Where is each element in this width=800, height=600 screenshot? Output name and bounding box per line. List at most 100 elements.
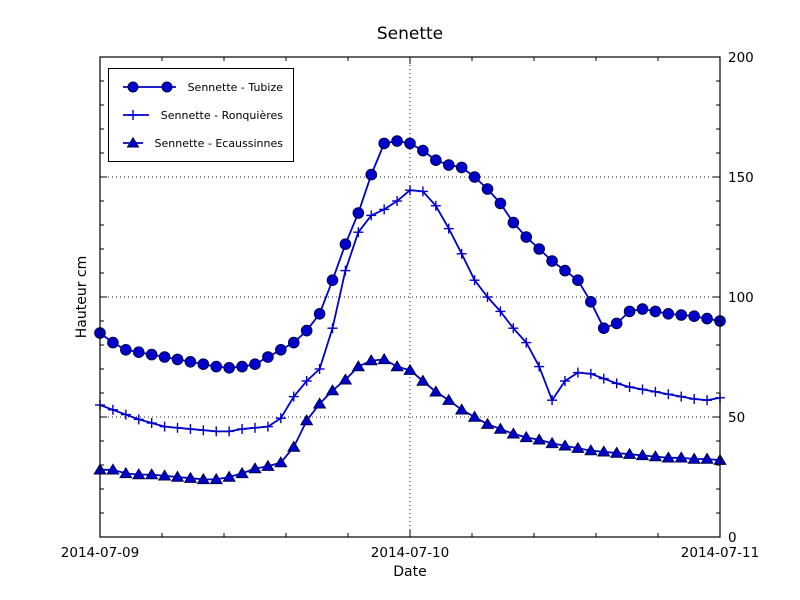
- circle-marker: [636, 303, 649, 315]
- circle-marker: [223, 362, 235, 374]
- triangle-marker: [338, 373, 353, 385]
- circle-marker: [210, 360, 223, 373]
- triangle-marker: [132, 468, 146, 480]
- triangle-marker: [299, 414, 314, 426]
- y-tick-label: 200: [728, 50, 754, 66]
- triangle-marker: [519, 430, 533, 443]
- circle-marker: [365, 168, 378, 181]
- circle-marker: [107, 336, 119, 349]
- circle-marker: [197, 358, 210, 371]
- triangle-marker: [532, 433, 546, 445]
- triangle-marker: [209, 472, 223, 485]
- triangle-marker: [545, 436, 559, 449]
- y-axis-label: Hauteur cm: [74, 255, 90, 339]
- circle-marker: [275, 344, 287, 356]
- chart-title: Senette: [376, 24, 444, 44]
- triangle-marker: [196, 472, 211, 485]
- triangle-marker: [571, 441, 585, 453]
- circle-marker: [326, 274, 339, 287]
- triangle-marker: [558, 439, 572, 451]
- triangle-marker: [325, 384, 340, 396]
- circle-marker: [158, 351, 171, 363]
- circle-marker: [559, 264, 571, 277]
- circle-marker: [546, 255, 558, 267]
- triangle-marker: [390, 360, 404, 372]
- circle-marker: [171, 353, 184, 366]
- circle-marker: [430, 154, 442, 166]
- triangle-marker: [429, 385, 443, 397]
- triangle-marker: [635, 448, 650, 461]
- circle-marker: [300, 324, 313, 337]
- legend-item: Sennette - Ecaussinnes: [109, 129, 293, 157]
- triangle-marker: [584, 444, 598, 456]
- triangle-legend-sample-icon: [123, 136, 143, 148]
- triangle-marker: [364, 354, 378, 366]
- circle-legend-sample-icon: [123, 81, 176, 93]
- circle-marker: [520, 231, 533, 243]
- y-tick-label: 50: [728, 410, 745, 426]
- triangle-marker: [248, 462, 262, 474]
- legend-label: Sennette - Tubize: [187, 80, 283, 94]
- circle-marker: [649, 305, 662, 318]
- triangle-marker: [377, 352, 391, 365]
- circle-marker: [184, 356, 197, 368]
- triangle-marker: [351, 360, 366, 372]
- x-tick-label: 2014-07-11: [681, 545, 759, 561]
- circle-marker: [352, 207, 365, 219]
- circle-marker: [391, 135, 403, 147]
- circle-marker: [572, 274, 584, 287]
- circle-marker: [404, 137, 416, 150]
- circle-marker: [688, 310, 700, 323]
- triangle-marker: [700, 452, 714, 464]
- triangle-marker: [454, 403, 469, 415]
- triangle-marker: [687, 452, 701, 464]
- circle-marker: [132, 346, 145, 359]
- legend-label: Sennette - Ecaussinnes: [154, 136, 284, 150]
- circle-marker: [701, 312, 713, 325]
- triangle-marker: [416, 374, 430, 386]
- circle-marker: [120, 344, 132, 356]
- plus-legend-sample-icon: [123, 110, 149, 120]
- y-tick-label: 100: [728, 290, 754, 306]
- triangle-marker: [506, 427, 521, 439]
- triangle-marker: [480, 417, 495, 429]
- circle-marker: [378, 137, 390, 150]
- triangle-marker: [170, 470, 185, 482]
- triangle-marker: [648, 450, 663, 462]
- y-tick-label: 150: [728, 170, 754, 186]
- circle-marker: [610, 317, 623, 330]
- triangle-marker: [403, 363, 417, 375]
- triangle-marker: [597, 445, 611, 457]
- triangle-marker: [106, 463, 120, 475]
- x-axis-label: Date: [393, 564, 427, 580]
- triangle-marker: [235, 466, 249, 479]
- triangle-marker: [622, 447, 637, 459]
- triangle-marker: [674, 451, 688, 463]
- circle-marker: [417, 144, 429, 157]
- triangle-marker: [312, 397, 327, 409]
- circle-marker: [468, 171, 481, 183]
- circle-marker: [249, 358, 261, 371]
- x-tick-label: 2014-07-10: [371, 545, 449, 561]
- circle-marker: [597, 322, 610, 335]
- triangle-marker: [493, 422, 508, 434]
- legend-label: Sennette - Ronquières: [160, 108, 283, 122]
- triangle-marker: [119, 466, 133, 479]
- circle-marker: [494, 197, 507, 210]
- circle-marker: [662, 308, 675, 320]
- triangle-marker: [157, 469, 172, 481]
- triangle-marker: [274, 456, 288, 468]
- circle-marker: [585, 296, 597, 308]
- circle-marker: [442, 159, 455, 171]
- circle-marker: [533, 243, 545, 255]
- legend-item: Sennette - Ronquières: [109, 101, 293, 129]
- circle-marker: [507, 216, 520, 229]
- circle-marker: [262, 351, 274, 363]
- circle-marker: [236, 360, 248, 373]
- circle-marker: [623, 305, 636, 318]
- triangle-marker: [183, 471, 198, 483]
- triangle-marker: [442, 393, 456, 405]
- circle-marker: [675, 309, 688, 321]
